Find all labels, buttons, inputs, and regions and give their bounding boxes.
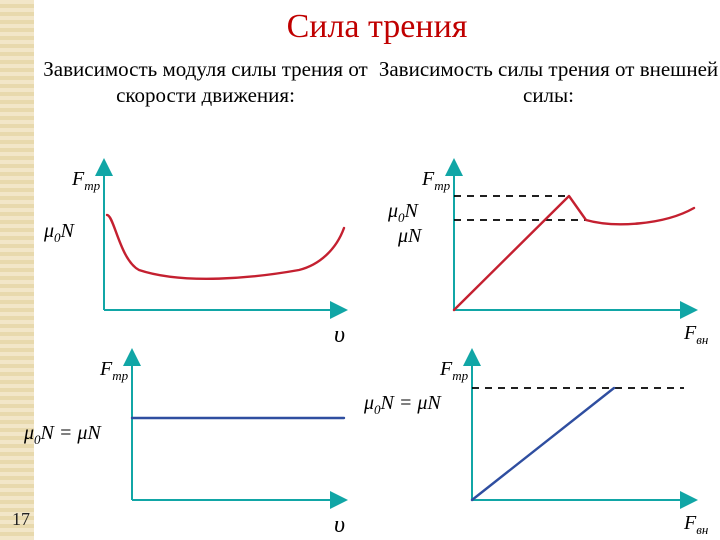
y-axis-label: Fтр <box>72 168 100 194</box>
subtitle-left: Зависимость модуля силы трения от скорос… <box>34 56 377 109</box>
page-title: Сила трения <box>34 8 720 46</box>
subtitle-row: Зависимость модуля силы трения от скорос… <box>34 56 720 109</box>
y-axis-label: Fтр <box>422 168 450 194</box>
chart-cell-tr: Fтрμ0NμNFвн <box>384 150 714 330</box>
x-axis-label: Fвн <box>684 512 708 538</box>
y-tick-label: μ0N = μN <box>364 392 441 418</box>
x-axis-label: υ <box>334 512 345 539</box>
page-number: 17 <box>12 509 30 530</box>
y-tick-label: μ0N <box>44 220 74 246</box>
y-axis-label: Fтр <box>440 358 468 384</box>
decorative-left-band <box>0 0 34 540</box>
charts-grid: Fтрμ0Nυ Fтрμ0NμNFвн Fтрμ0N = μNυ Fтрμ0N … <box>34 150 720 530</box>
chart-cell-bl: Fтрμ0N = μNυ <box>44 340 374 520</box>
y-axis-label: Fтр <box>100 358 128 384</box>
y-tick-label: μ0N <box>388 200 418 226</box>
chart-cell-tl: Fтрμ0Nυ <box>44 150 374 330</box>
slide-content: Сила трения Зависимость модуля силы трен… <box>34 0 720 540</box>
plot-br <box>384 340 714 520</box>
chart-cell-br: Fтрμ0N = μNFвн <box>384 340 714 520</box>
subtitle-right: Зависимость силы трения от внешней силы: <box>377 56 720 109</box>
y-tick-label: μ0N = μN <box>24 422 101 448</box>
y-tick-label: μN <box>398 225 421 248</box>
